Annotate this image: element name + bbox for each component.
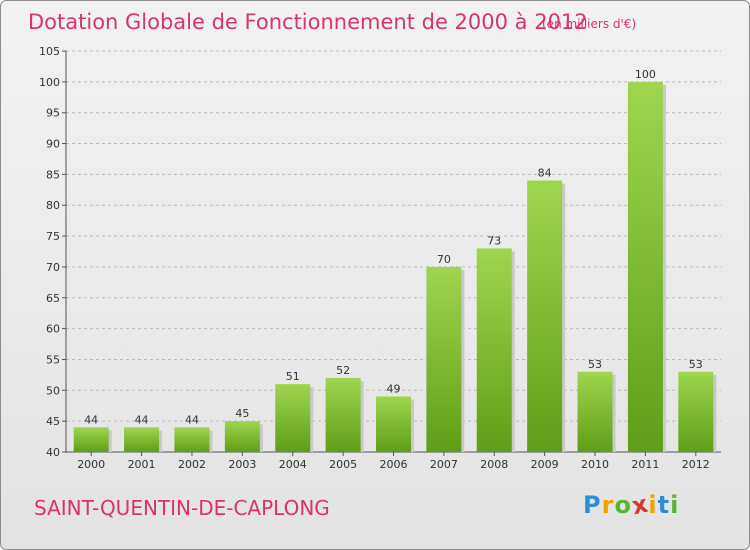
bars [73,81,717,453]
data-label: 53 [689,358,703,371]
x-tick-label: 2005 [329,458,357,471]
y-tick-label: 100 [39,76,60,89]
axes: 40 45 50 55 60 65 70 75 80 85 90 95 100 105 2000 2001 20… [39,45,721,471]
x-tick-label: 2010 [581,458,609,471]
bar-2003 [224,421,260,452]
bar-2007 [426,266,462,452]
x-tick-label: 2008 [480,458,508,471]
bar-2012 [678,371,714,452]
proxiti-logo[interactable]: Proxiti [583,490,680,521]
x-tick-label: 2004 [279,458,307,471]
y-tick-label: 45 [46,415,60,428]
bar-2008 [476,248,512,452]
bar-2002 [174,427,210,452]
bar-2006 [376,396,411,452]
y-tick-label: 95 [46,107,60,120]
x-tick-label: 2003 [228,458,256,471]
data-label: 51 [286,370,300,383]
data-label: 73 [487,234,501,247]
y-tick-label: 65 [46,292,60,305]
y-tick-label: 60 [46,323,60,336]
data-label: 44 [84,413,98,426]
logo-letter: i [670,491,680,519]
data-label: 70 [437,253,451,266]
bar-2001 [124,427,160,452]
chart-title: Dotation Globale de Fonctionnement de 20… [28,10,588,34]
data-label: 52 [336,364,350,377]
logo-letter: t [657,491,671,519]
y-tick-label: 55 [46,353,60,366]
y-tick-label: 40 [46,446,60,459]
y-tick-label: 70 [46,261,60,274]
commune-name: SAINT-QUENTIN-DE-CAPLONG [34,496,330,520]
bar-2010 [577,371,613,452]
x-tick-label: 2000 [77,458,105,471]
bar-2009 [527,180,563,453]
bar-2000 [73,427,109,452]
data-label: 44 [185,413,199,426]
y-tick-label: 50 [46,384,60,397]
x-tick-label: 2006 [380,458,408,471]
x-tick-label: 2011 [631,458,659,471]
data-labels: 44 44 44 45 51 52 49 70 73 84 53 100 53 [84,68,703,426]
grid-lines [66,50,721,422]
unit-label: (en milliers d'€) [542,17,637,31]
data-label: 45 [235,407,249,420]
bar-2004 [275,384,311,452]
x-tick-label: 2012 [682,458,710,471]
y-tick-label: 90 [46,138,60,151]
logo-letter: P [583,491,602,519]
logo-letter: o [614,491,632,519]
data-label: 100 [635,68,656,81]
x-tick-label: 2009 [531,458,559,471]
bar-2011 [627,81,663,452]
data-label: 84 [538,167,552,180]
logo-letter: i [648,491,658,519]
y-tick-label: 75 [46,230,60,243]
y-tick-label: 105 [39,45,60,58]
x-tick-label: 2001 [128,458,156,471]
y-tick-label: 80 [46,199,60,212]
y-tick-label: 85 [46,168,60,181]
x-tick-label: 2007 [430,458,458,471]
bar-2005 [325,377,361,452]
logo-letter: r [601,491,615,519]
data-label: 49 [387,382,401,395]
x-tick-label: 2002 [178,458,206,471]
data-label: 53 [588,358,602,371]
data-label: 44 [135,413,149,426]
